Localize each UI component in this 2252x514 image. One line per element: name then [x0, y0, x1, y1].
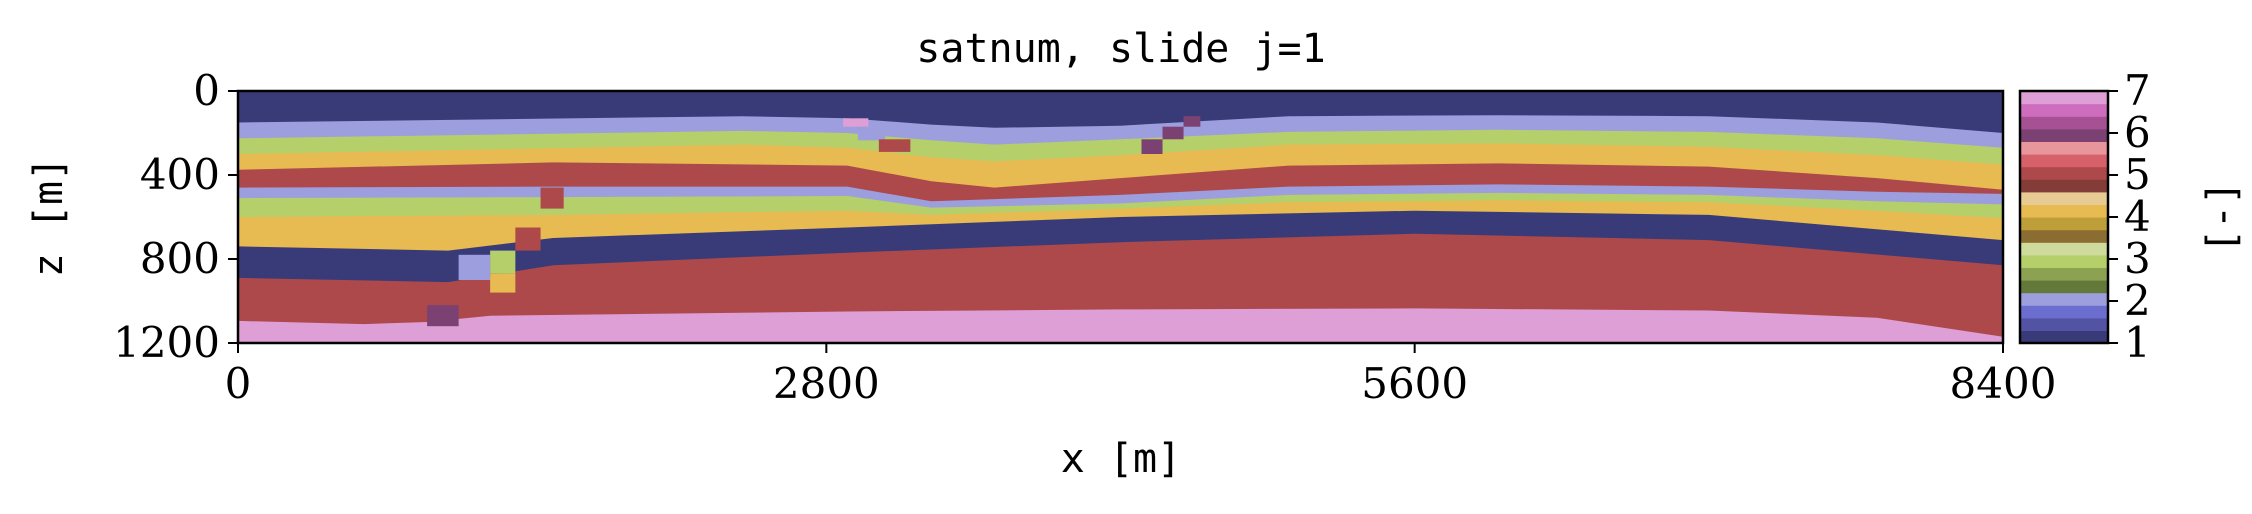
fault-block-5	[540, 187, 564, 209]
colorbar-swatch-11	[2020, 204, 2108, 218]
colorbar-swatch-5	[2020, 280, 2108, 294]
colorbar-tick-label-6: 6	[2124, 108, 2151, 157]
colorbar-swatch-10	[2020, 217, 2108, 231]
colorbar-swatch-12	[2020, 191, 2108, 205]
colorbar-swatch-15	[2020, 154, 2108, 168]
colorbar-swatch-8	[2020, 242, 2108, 256]
fault-block-4	[515, 227, 541, 251]
colorbar-swatch-1	[2020, 330, 2108, 344]
colorbar-swatch-17	[2020, 128, 2108, 142]
colorbar-swatch-20	[2020, 91, 2108, 105]
fault-block-11	[1162, 126, 1184, 140]
colorbar-tick-label-4: 4	[2124, 192, 2151, 241]
colorbar-swatch-9	[2020, 229, 2108, 243]
colorbar-tick-label-7: 7	[2124, 66, 2151, 115]
y-tick-label-400: 400	[140, 150, 220, 199]
plot-frame	[236, 89, 2005, 345]
fault-block-7	[843, 118, 869, 127]
colorbar-swatch-4	[2020, 292, 2108, 306]
y-axis-label: z [m]	[26, 157, 72, 277]
layer-11	[238, 308, 2003, 343]
y-tick-label-800: 800	[140, 234, 220, 283]
plot-area	[236, 89, 2005, 345]
colorbar-swatch-18	[2020, 116, 2108, 130]
fault-block-12	[1183, 116, 1201, 127]
colorbar-tick-label-5: 5	[2124, 150, 2151, 199]
x-tick-label-5600: 5600	[1361, 359, 1468, 408]
y-axis: 0 400 800 1200	[113, 66, 238, 367]
x-tick-label-8400: 8400	[1950, 359, 2057, 408]
fault-block-9	[878, 139, 911, 152]
fault-block-10	[1141, 139, 1163, 154]
y-tick-label-0: 0	[193, 66, 220, 115]
y-tick-label-1200: 1200	[113, 318, 220, 367]
x-axis: 0 2800 5600 8400	[225, 343, 2057, 408]
fault-block-1	[458, 254, 491, 280]
fault-block-8	[857, 126, 886, 141]
fault-block-13	[941, 187, 974, 199]
x-axis-label: x [m]	[1061, 436, 1181, 482]
chart-title: satnum, slide j=1	[916, 26, 1325, 72]
fault-block-2	[490, 250, 516, 274]
colorbar-swatch-13	[2020, 179, 2108, 193]
colorbar-swatch-7	[2020, 254, 2108, 268]
colorbar-swatch-16	[2020, 141, 2108, 155]
x-tick-label-0: 0	[225, 359, 252, 408]
colorbar-swatch-2	[2020, 317, 2108, 331]
x-tick-label-2800: 2800	[773, 359, 880, 408]
colorbar-swatch-3	[2020, 305, 2108, 319]
fault-block-6	[427, 305, 459, 327]
colorbar-label: [-]	[2199, 181, 2245, 253]
fault-block-3	[490, 273, 516, 293]
colorbar-swatch-6	[2020, 267, 2108, 281]
colorbar-tick-label-2: 2	[2124, 276, 2151, 325]
colorbar-tick-label-3: 3	[2124, 234, 2151, 283]
colorbar-swatch-19	[2020, 103, 2108, 117]
colorbar-swatch-14	[2020, 166, 2108, 180]
colorbar-tick-label-1: 1	[2124, 318, 2151, 367]
